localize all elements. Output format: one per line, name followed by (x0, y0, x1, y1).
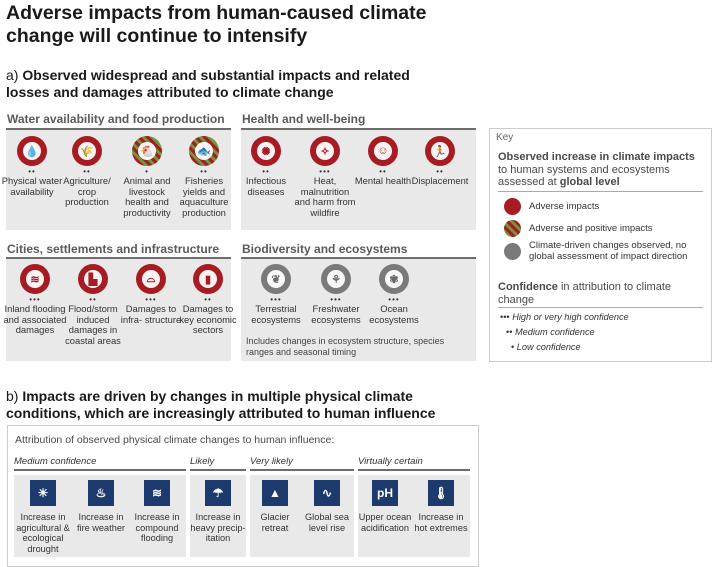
chicken-icon: 🐔 (132, 136, 162, 166)
part-b-heading: b) Impacts are driven by changes in mult… (6, 388, 436, 421)
leaf-icon: ❦ (261, 264, 291, 294)
divider (6, 257, 231, 259)
running-person-icon: 🏃 (425, 136, 455, 166)
key-adverse-positive: Adverse and positive impacts (504, 220, 704, 237)
flood-icon: ≋ (20, 264, 50, 294)
divider (498, 307, 703, 308)
divider (14, 469, 186, 471)
glacier-icon: ▲ (262, 480, 288, 506)
virus-icon: ✺ (251, 136, 281, 166)
driver-glacier-retreat: ▲ Glacier retreat (246, 480, 304, 533)
water-drop-icon: 💧 (17, 136, 47, 166)
impact-infectious-diseases: ✺ •• Infectious diseases (234, 136, 298, 197)
group-likely: Likely (190, 456, 246, 471)
driver-drought: ☀ Increase in agricultural & ecological … (14, 480, 72, 554)
panel-title-water: Water availability and food production (7, 112, 225, 126)
impact-fisheries: 🐟 •• Fisheries yields and aquaculture pr… (172, 136, 236, 218)
impact-infrastructure: ⌓ ••• Damages to infra- structure (119, 264, 183, 325)
group-virtually-certain: Virtually certain (358, 456, 470, 471)
bar-chart-icon: ▮ (193, 264, 223, 294)
key-low-confidence: • Low confidence (511, 342, 581, 352)
neutral-swatch (504, 242, 521, 260)
rain-cloud-icon: ☂ (205, 480, 231, 506)
impact-agriculture: 🌾 •• Agriculture/ crop production (55, 136, 119, 208)
key-medium-confidence: •• Medium confidence (506, 327, 595, 337)
compound-flood-icon: ≋ (144, 480, 170, 506)
driver-fire-weather: ♨ Increase in fire weather (72, 480, 130, 533)
impact-freshwater: ⚘ ••• Freshwater ecosystems (304, 264, 368, 325)
impact-displacement: 🏃 •• Displacement (407, 136, 473, 187)
attribution-box: Attribution of observed physical climate… (7, 425, 479, 567)
divider (498, 191, 703, 192)
impact-ocean: ✾ ••• Ocean ecosystems (362, 264, 426, 325)
divider (250, 469, 354, 471)
bridge-icon: ⌓ (136, 264, 166, 294)
key-title: Key (496, 132, 514, 143)
fish-icon: 🐟 (189, 136, 219, 166)
group-very-likely: Very likely (250, 456, 354, 471)
key-high-confidence: ••• High or very high confidence (500, 312, 629, 322)
part-a-heading: a) Observed widespread and substantial i… (6, 67, 410, 100)
drought-icon: ☀ (30, 480, 56, 506)
impact-physical-water: 💧 •• Physical water availability (0, 136, 64, 197)
group-medium-confidence: Medium confidence (14, 456, 186, 471)
fire-icon: ♨ (88, 480, 114, 506)
attribution-intro: Attribution of observed physical climate… (15, 434, 335, 446)
mixed-swatch (504, 220, 521, 237)
ph-icon: pH (372, 480, 398, 506)
impact-heat-malnutrition: ✧ ••• Heat, malnutrition and harm from w… (293, 136, 357, 218)
legend-key: Key Observed increase in climate impacts… (489, 128, 712, 362)
driver-compound-flooding: ≋ Increase in compound flooding (128, 480, 186, 544)
panel-title-biodiversity: Biodiversity and ecosystems (242, 242, 408, 256)
divider (358, 469, 470, 471)
sea-level-icon: ∿ (314, 480, 340, 506)
reeds-icon: ⚘ (321, 264, 351, 294)
impact-coastal-damages: ▙ •• Flood/storm induced damages in coas… (61, 264, 125, 346)
impact-terrestrial: ❦ ••• Terrestrial ecosystems (244, 264, 308, 325)
driver-heavy-precipitation: ☂ Increase in heavy precip- itation (189, 480, 247, 544)
driver-ocean-acidification: pH Upper ocean acidification (356, 480, 414, 533)
key-heading: Observed increase in climate impacts to … (498, 151, 695, 188)
driver-hot-extremes: 🌡 Increase in hot extremes (412, 480, 470, 533)
adverse-swatch (504, 198, 521, 215)
thermometer-icon: 🌡 (428, 480, 454, 506)
factory-icon: ▙ (78, 264, 108, 294)
head-icon: ☺ (368, 136, 398, 166)
panel-title-health: Health and well-being (242, 112, 366, 126)
impact-economic-sectors: ▮ •• Damages to key economic sectors (176, 264, 240, 336)
divider (241, 257, 476, 259)
driver-sea-level-rise: ∿ Global sea level rise (298, 480, 356, 533)
divider (190, 469, 246, 471)
coral-icon: ✾ (379, 264, 409, 294)
key-neutral: Climate-driven changes observed, no glob… (504, 240, 704, 262)
page-title: Adverse impacts from human-caused climat… (6, 2, 427, 47)
key-confidence-heading: Confidence in attribution to climate cha… (498, 281, 672, 306)
divider (241, 128, 476, 130)
panel-title-cities: Cities, settlements and infrastructure (7, 242, 220, 256)
tree-icon: ✧ (310, 136, 340, 166)
impact-inland-flooding: ≋ ••• Inland flooding and associated dam… (3, 264, 67, 336)
wheat-icon: 🌾 (72, 136, 102, 166)
key-adverse: Adverse impacts (504, 198, 704, 215)
biodiversity-note: Includes changes in ecosystem structure,… (246, 336, 445, 357)
impact-livestock: 🐔 • Animal and livestock health and prod… (115, 136, 179, 218)
impact-mental-health: ☺ •• Mental health (351, 136, 415, 187)
divider (6, 128, 231, 130)
